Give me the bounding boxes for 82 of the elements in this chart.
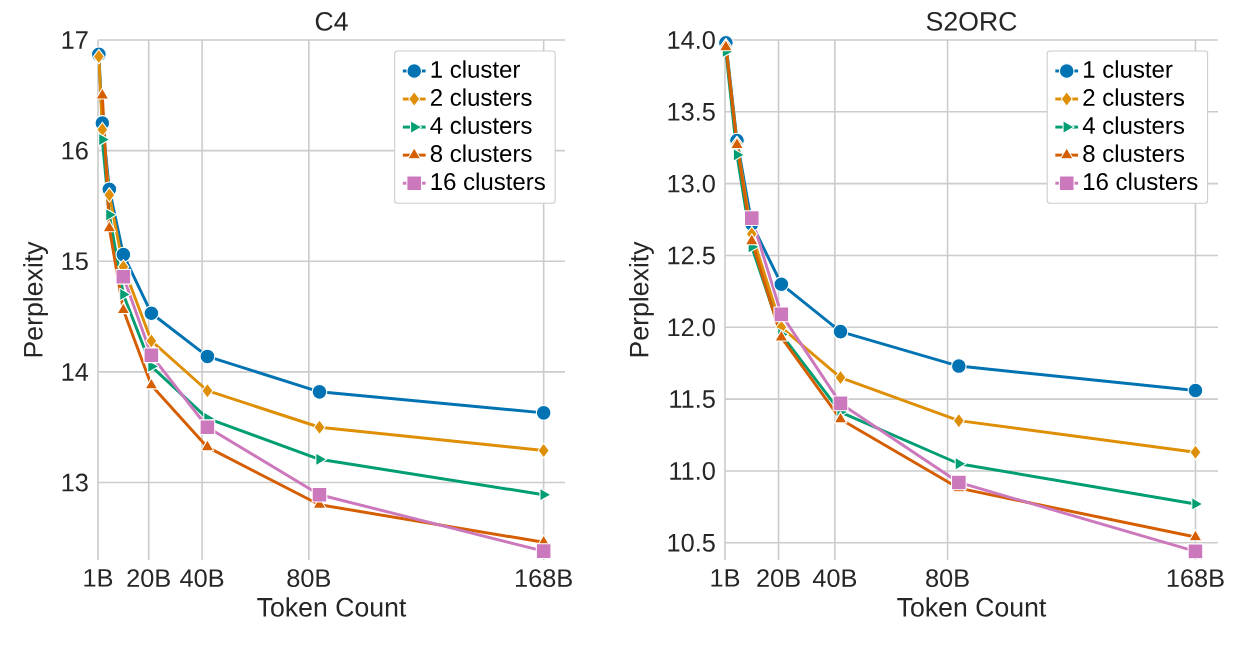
- y-tick-label: 10.5: [668, 533, 715, 552]
- point: [834, 369, 847, 386]
- point: [311, 383, 328, 400]
- point: [199, 348, 216, 365]
- legend-label: 4 clusters: [1082, 116, 1185, 134]
- y-tick-label: 11.0: [670, 461, 715, 480]
- point: [95, 87, 110, 100]
- point: [773, 306, 790, 323]
- x-tick-label: 1B: [84, 569, 113, 587]
- point: [315, 452, 328, 467]
- x-tick-label: 168B: [1167, 569, 1224, 588]
- point: [732, 148, 745, 162]
- point: [200, 439, 215, 452]
- chart-title: C4: [315, 11, 348, 31]
- legend-label: 8 clusters: [430, 144, 532, 163]
- point: [1189, 444, 1202, 461]
- legend-label: 8 clusters: [1083, 144, 1185, 163]
- x-tick-label: 80B: [287, 569, 331, 588]
- point: [144, 377, 159, 390]
- y-tick-label: 12.5: [668, 246, 715, 265]
- point: [115, 268, 132, 285]
- point: [743, 210, 760, 226]
- legend-label: 1 cluster: [431, 60, 521, 78]
- point: [744, 233, 759, 246]
- point: [537, 442, 550, 459]
- y-tick-label: 12.0: [668, 318, 715, 337]
- point: [954, 456, 967, 471]
- x-tick-label: 40B: [180, 569, 224, 588]
- y-axis-title: Perplexity: [23, 241, 48, 357]
- point: [1188, 529, 1203, 542]
- point: [539, 487, 552, 502]
- legend-label: 2 clusters: [1083, 88, 1185, 106]
- point: [105, 207, 118, 222]
- point: [950, 358, 967, 374]
- point: [102, 220, 117, 233]
- y-tick-label: 14: [62, 363, 89, 381]
- point: [950, 474, 967, 491]
- x-tick-label: 80B: [926, 569, 969, 588]
- legend-label: 1 cluster: [1084, 60, 1173, 78]
- y-tick-label: 13.5: [668, 102, 715, 121]
- point: [119, 287, 132, 302]
- point: [313, 419, 326, 436]
- point: [832, 395, 849, 412]
- y-tick-label: 11.5: [670, 390, 715, 408]
- point: [115, 246, 132, 263]
- x-axis-title: Token Count: [897, 597, 1047, 617]
- x-tick-label: 168B: [515, 569, 572, 588]
- y-tick-label: 13.0: [668, 174, 715, 193]
- x-tick-label: 1B: [711, 569, 740, 587]
- y-tick-label: 16: [62, 141, 88, 160]
- point: [143, 347, 160, 364]
- x-tick-label: 40B: [812, 569, 857, 588]
- point: [311, 486, 328, 503]
- point: [98, 132, 111, 147]
- point: [103, 187, 116, 203]
- x-tick-label: 20B: [757, 569, 800, 588]
- y-axis-title: Perplexity: [628, 241, 654, 357]
- legend-label: 2 clusters: [430, 88, 532, 106]
- y-tick-label: 15: [62, 252, 88, 271]
- chart-title: S2ORC: [926, 11, 1017, 31]
- y-tick-label: 17: [62, 31, 88, 49]
- legend-label: 16 clusters: [431, 172, 545, 191]
- point: [832, 323, 849, 340]
- point: [116, 302, 131, 315]
- point: [199, 419, 216, 436]
- point: [145, 333, 158, 349]
- y-tick-label: 14.0: [668, 31, 715, 49]
- point: [535, 404, 552, 421]
- x-tick-label: 20B: [127, 569, 170, 588]
- point: [1187, 382, 1204, 399]
- point: [1187, 543, 1204, 560]
- point: [96, 121, 109, 138]
- y-tick-label: 13: [62, 473, 88, 492]
- legend-label: 16 clusters: [1084, 172, 1198, 191]
- point: [143, 305, 160, 322]
- x-axis-title: Token Count: [257, 597, 407, 617]
- point: [773, 276, 790, 293]
- legend-label: 4 clusters: [430, 116, 532, 135]
- point: [833, 411, 848, 424]
- point: [535, 543, 552, 560]
- point: [952, 412, 965, 429]
- point: [201, 382, 214, 399]
